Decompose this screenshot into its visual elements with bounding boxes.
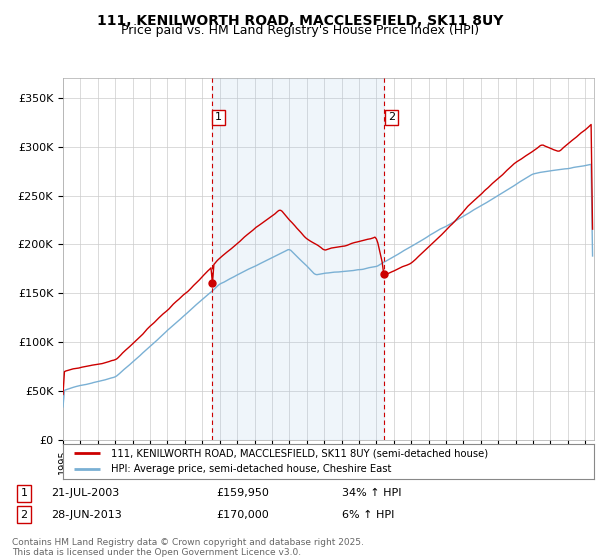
Text: £159,950: £159,950: [216, 488, 269, 498]
Text: 111, KENILWORTH ROAD, MACCLESFIELD, SK11 8UY (semi-detached house): 111, KENILWORTH ROAD, MACCLESFIELD, SK11…: [111, 449, 488, 459]
Text: 111, KENILWORTH ROAD, MACCLESFIELD, SK11 8UY: 111, KENILWORTH ROAD, MACCLESFIELD, SK11…: [97, 14, 503, 28]
Text: HPI: Average price, semi-detached house, Cheshire East: HPI: Average price, semi-detached house,…: [111, 464, 391, 474]
Text: Price paid vs. HM Land Registry's House Price Index (HPI): Price paid vs. HM Land Registry's House …: [121, 24, 479, 37]
Text: Contains HM Land Registry data © Crown copyright and database right 2025.
This d: Contains HM Land Registry data © Crown c…: [12, 538, 364, 557]
Text: 21-JUL-2003: 21-JUL-2003: [51, 488, 119, 498]
Text: 6% ↑ HPI: 6% ↑ HPI: [342, 510, 394, 520]
Bar: [212, 78, 385, 440]
Text: 1: 1: [215, 113, 222, 123]
Text: 2: 2: [20, 510, 28, 520]
Text: 34% ↑ HPI: 34% ↑ HPI: [342, 488, 401, 498]
Text: 2: 2: [388, 113, 395, 123]
Text: £170,000: £170,000: [216, 510, 269, 520]
Text: 1: 1: [20, 488, 28, 498]
Text: 28-JUN-2013: 28-JUN-2013: [51, 510, 122, 520]
